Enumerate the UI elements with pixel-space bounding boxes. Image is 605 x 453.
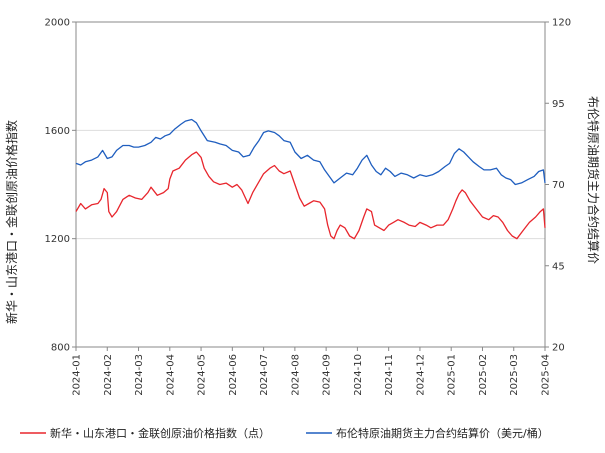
right-tick-label: 95 (552, 99, 565, 110)
right-tick-label: 70 (552, 180, 565, 191)
legend-label-brent: 布伦特原油期货主力合约结算价（美元/桶） (336, 426, 549, 440)
x-tick-label: 2024-12 (415, 354, 426, 396)
x-tick-label: 2024-10 (353, 354, 364, 396)
x-tick-label: 2024-01 (72, 354, 83, 396)
x-tick-label: 2024-03 (134, 354, 145, 396)
right-tick-label: 45 (552, 261, 565, 272)
x-tick-label: 2024-09 (322, 354, 333, 396)
gridlines (76, 129, 545, 240)
x-tick-label: 2025-02 (478, 354, 489, 396)
right-axis-ticks: 20 45 70 95 120 (545, 18, 571, 354)
right-axis-title: 布伦特原油期货主力合约结算价 (586, 96, 601, 264)
left-axis-ticks: 800 1200 1600 2000 (45, 18, 76, 354)
x-tick-label: 2024-04 (165, 354, 176, 396)
x-tick-label: 2024-11 (384, 354, 395, 396)
left-tick-label: 800 (51, 343, 70, 354)
legend-label-index: 新华・山东港口・金联创原油价格指数（点） (50, 426, 270, 440)
left-axis-title: 新华・山东港口・金联创原油价格指数 (4, 120, 19, 324)
x-tick-label: 2024-02 (103, 354, 114, 396)
x-tick-label: 2024-05 (197, 354, 208, 396)
series-line-brent (75, 118, 546, 186)
x-tick-label: 2024-07 (259, 354, 270, 396)
series-line-index (75, 151, 546, 240)
x-axis-ticks: 2024-01 2024-02 2024-03 2024-04 2024-05 2024-… (72, 347, 552, 396)
x-tick-label: 2024-08 (290, 354, 301, 396)
right-tick-label: 120 (552, 18, 571, 29)
left-tick-label: 1200 (45, 234, 70, 245)
x-tick-label: 2025-04 (541, 354, 552, 396)
legend: 新华・山东港口・金联创原油价格指数（点） 布伦特原油期货主力合约结算价（美元/桶… (20, 426, 549, 440)
x-tick-label: 2024-06 (228, 354, 239, 396)
left-tick-label: 2000 (45, 18, 70, 29)
x-tick-label: 2025-03 (509, 354, 520, 396)
left-tick-label: 1600 (45, 126, 70, 137)
right-tick-label: 20 (552, 343, 565, 354)
series-lines (75, 118, 546, 240)
x-tick-label: 2025-01 (447, 354, 458, 396)
